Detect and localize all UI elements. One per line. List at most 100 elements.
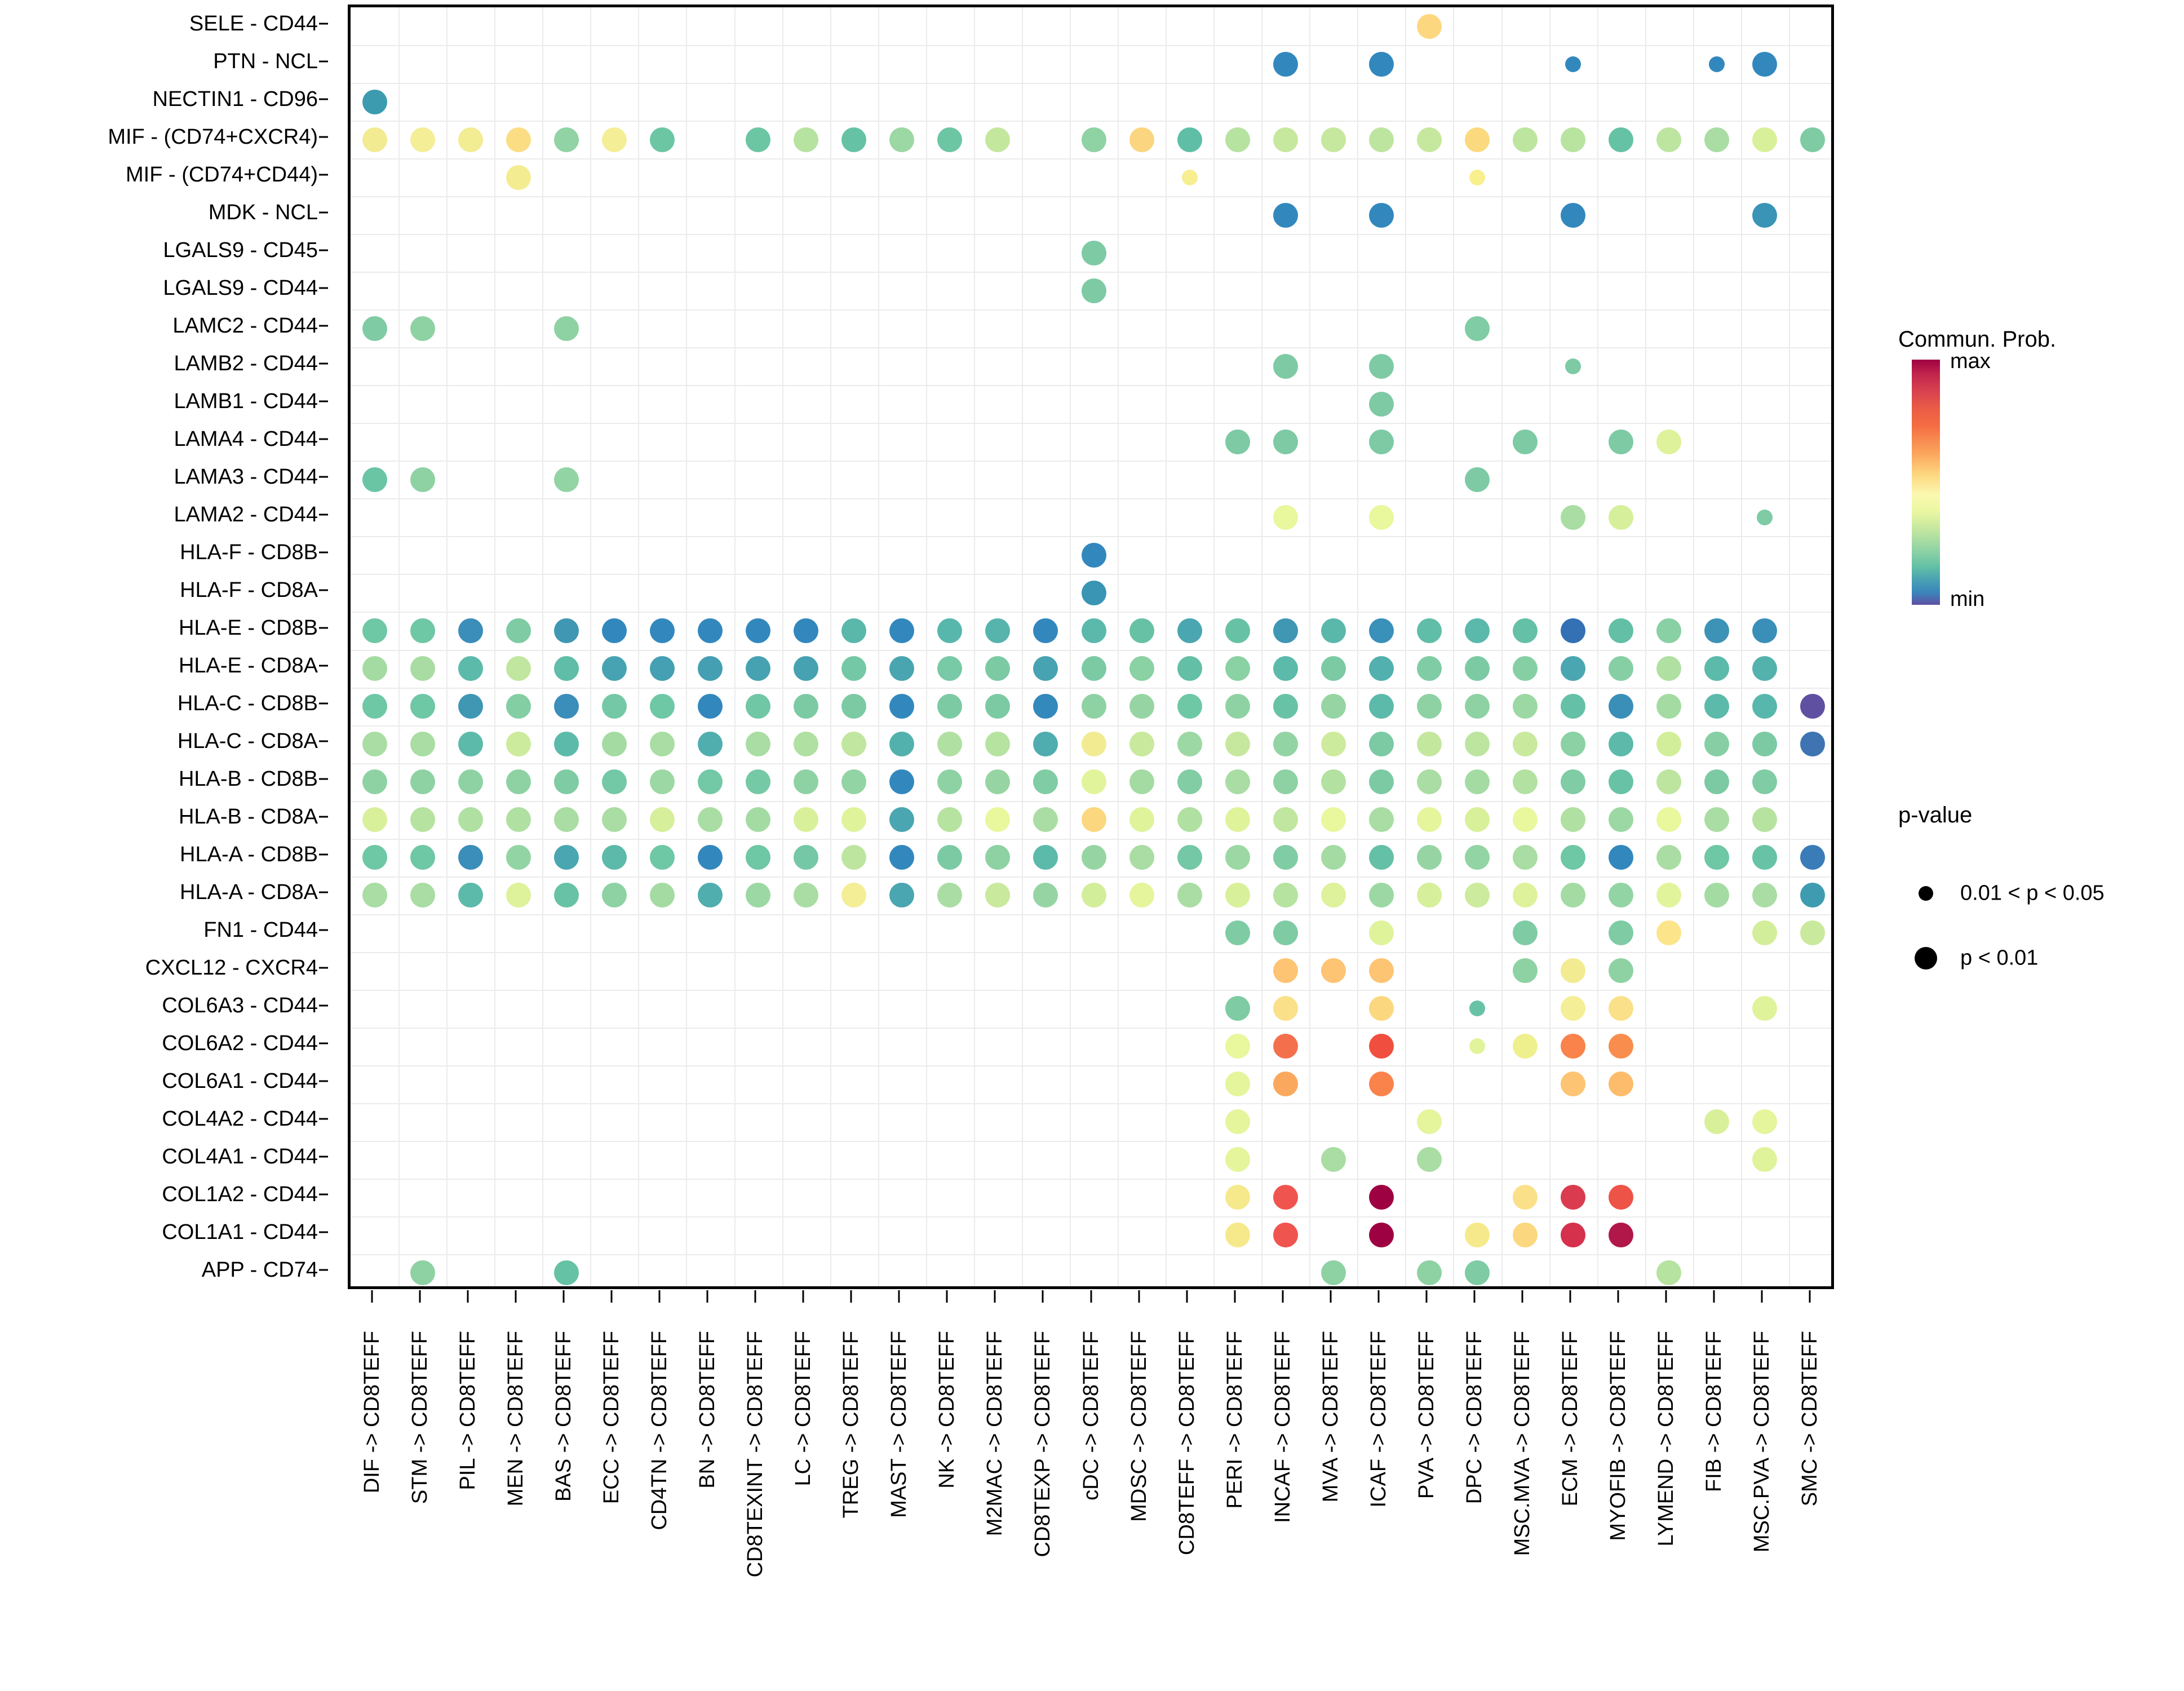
y-axis-tick-label: LAMA3 - CD44 bbox=[174, 464, 318, 489]
bubble-point bbox=[1704, 883, 1730, 908]
bubble-point bbox=[1321, 127, 1346, 152]
bubble-point bbox=[649, 732, 675, 757]
grid-line-vertical bbox=[1405, 7, 1407, 1286]
bubble-point bbox=[1273, 353, 1298, 379]
grid-line-horizontal bbox=[351, 1065, 1831, 1066]
bubble-point bbox=[1513, 694, 1538, 719]
bubble-point bbox=[1752, 1109, 1778, 1135]
bubble-point bbox=[649, 845, 675, 870]
grid-line-vertical bbox=[1597, 7, 1598, 1286]
bubble-point bbox=[410, 807, 435, 833]
bubble-point bbox=[506, 127, 531, 152]
x-axis-tick-label: ECC -> CD8TEFF bbox=[599, 1331, 623, 1504]
y-axis-tick-label: COL4A2 - CD44 bbox=[162, 1107, 318, 1131]
bubble-point bbox=[794, 127, 819, 152]
y-axis-tick-label: HLA-C - CD8A bbox=[177, 729, 318, 754]
bubble-point bbox=[1225, 429, 1250, 454]
bubble-point bbox=[1656, 807, 1682, 833]
bubble-point bbox=[1513, 807, 1538, 833]
bubble-point bbox=[1561, 845, 1586, 870]
bubble-point bbox=[553, 807, 579, 833]
bubble-point bbox=[1561, 1223, 1586, 1248]
bubble-point bbox=[1321, 883, 1346, 908]
y-axis-tick-mark bbox=[319, 438, 328, 440]
x-axis-tick-label: LC -> CD8TEFF bbox=[791, 1331, 816, 1486]
x-axis-tick-label: TREG -> CD8TEFF bbox=[839, 1331, 863, 1519]
colorbar-min-label: min bbox=[1950, 587, 1985, 611]
grid-line-horizontal bbox=[351, 649, 1831, 651]
bubble-point bbox=[1368, 845, 1394, 870]
bubble-point bbox=[362, 769, 387, 795]
pvalue-legend-label: 0.01 < p < 0.05 bbox=[1960, 881, 2105, 905]
grid-line-horizontal bbox=[351, 951, 1831, 953]
bubble-point bbox=[1416, 769, 1442, 795]
bubble-point bbox=[506, 845, 531, 870]
grid-line-vertical bbox=[1501, 7, 1503, 1286]
colorbar-gradient bbox=[1912, 360, 1940, 605]
y-axis-tick-label: MIF - (CD74+CXCR4) bbox=[108, 125, 318, 149]
bubble-points-layer bbox=[351, 7, 1831, 1286]
y-axis-tick-mark bbox=[319, 514, 328, 516]
x-axis-tick-mark bbox=[1713, 1290, 1715, 1303]
y-axis-tick-mark bbox=[319, 589, 328, 591]
bubble-point bbox=[1368, 920, 1394, 946]
bubble-point bbox=[1513, 1185, 1538, 1210]
bubble-point bbox=[1513, 1223, 1538, 1248]
bubble-point bbox=[458, 694, 483, 719]
x-axis-tick-mark bbox=[994, 1290, 996, 1303]
bubble-point bbox=[1368, 1223, 1394, 1248]
bubble-point bbox=[1656, 920, 1682, 946]
grid-line-vertical bbox=[590, 7, 592, 1286]
x-axis-tick-mark bbox=[419, 1290, 421, 1303]
bubble-point bbox=[1321, 845, 1346, 870]
bubble-point bbox=[1225, 1147, 1250, 1172]
y-axis-tick-mark bbox=[319, 287, 328, 289]
bubble-point bbox=[1416, 618, 1442, 643]
bubble-point bbox=[1704, 656, 1730, 681]
x-axis-tick-label: ECM -> CD8TEFF bbox=[1558, 1331, 1583, 1507]
bubble-point bbox=[1081, 656, 1106, 681]
bubble-point bbox=[1225, 618, 1250, 643]
bubble-point bbox=[1469, 1001, 1486, 1017]
bubble-point bbox=[601, 845, 627, 870]
bubble-point bbox=[746, 694, 771, 719]
bubble-point bbox=[1273, 996, 1298, 1021]
bubble-point bbox=[1561, 504, 1586, 530]
bubble-point bbox=[553, 656, 579, 681]
x-axis-tick-label: SMC -> CD8TEFF bbox=[1798, 1331, 1822, 1507]
bubble-point bbox=[1465, 694, 1490, 719]
bubble-point bbox=[410, 845, 435, 870]
y-axis-tick-label: COL1A2 - CD44 bbox=[162, 1183, 318, 1207]
bubble-point bbox=[1273, 807, 1298, 833]
bubble-point bbox=[601, 883, 627, 908]
bubble-point bbox=[1757, 509, 1773, 525]
bubble-point bbox=[1513, 920, 1538, 946]
bubble-point bbox=[506, 656, 531, 681]
bubble-point bbox=[553, 694, 579, 719]
bubble-point bbox=[1465, 845, 1490, 870]
grid-line-horizontal bbox=[351, 725, 1831, 727]
bubble-point bbox=[937, 694, 963, 719]
x-axis-tick-label: BN -> CD8TEFF bbox=[695, 1331, 719, 1489]
bubble-point bbox=[1368, 1072, 1394, 1097]
bubble-point bbox=[1561, 807, 1586, 833]
bubble-point bbox=[601, 127, 627, 152]
bubble-point bbox=[1709, 56, 1725, 72]
bubble-point bbox=[746, 618, 771, 643]
bubble-point bbox=[1561, 1185, 1586, 1210]
bubble-point bbox=[746, 127, 771, 152]
bubble-point bbox=[1225, 656, 1250, 681]
x-axis-tick-mark bbox=[1377, 1290, 1380, 1303]
grid-line-horizontal bbox=[351, 1178, 1831, 1180]
bubble-point bbox=[1656, 883, 1682, 908]
y-axis-tick-mark bbox=[319, 249, 328, 251]
bubble-point bbox=[697, 883, 723, 908]
bubble-point bbox=[1752, 656, 1778, 681]
bubble-point bbox=[1609, 1223, 1634, 1248]
bubble-point bbox=[506, 618, 531, 643]
bubble-point bbox=[1321, 958, 1346, 984]
y-axis-tick-mark bbox=[319, 778, 328, 780]
x-axis-tick-label: CD8TEXINT -> CD8TEFF bbox=[743, 1331, 768, 1578]
x-axis-tick-label: STM -> CD8TEFF bbox=[407, 1331, 432, 1504]
bubble-point bbox=[841, 127, 867, 152]
